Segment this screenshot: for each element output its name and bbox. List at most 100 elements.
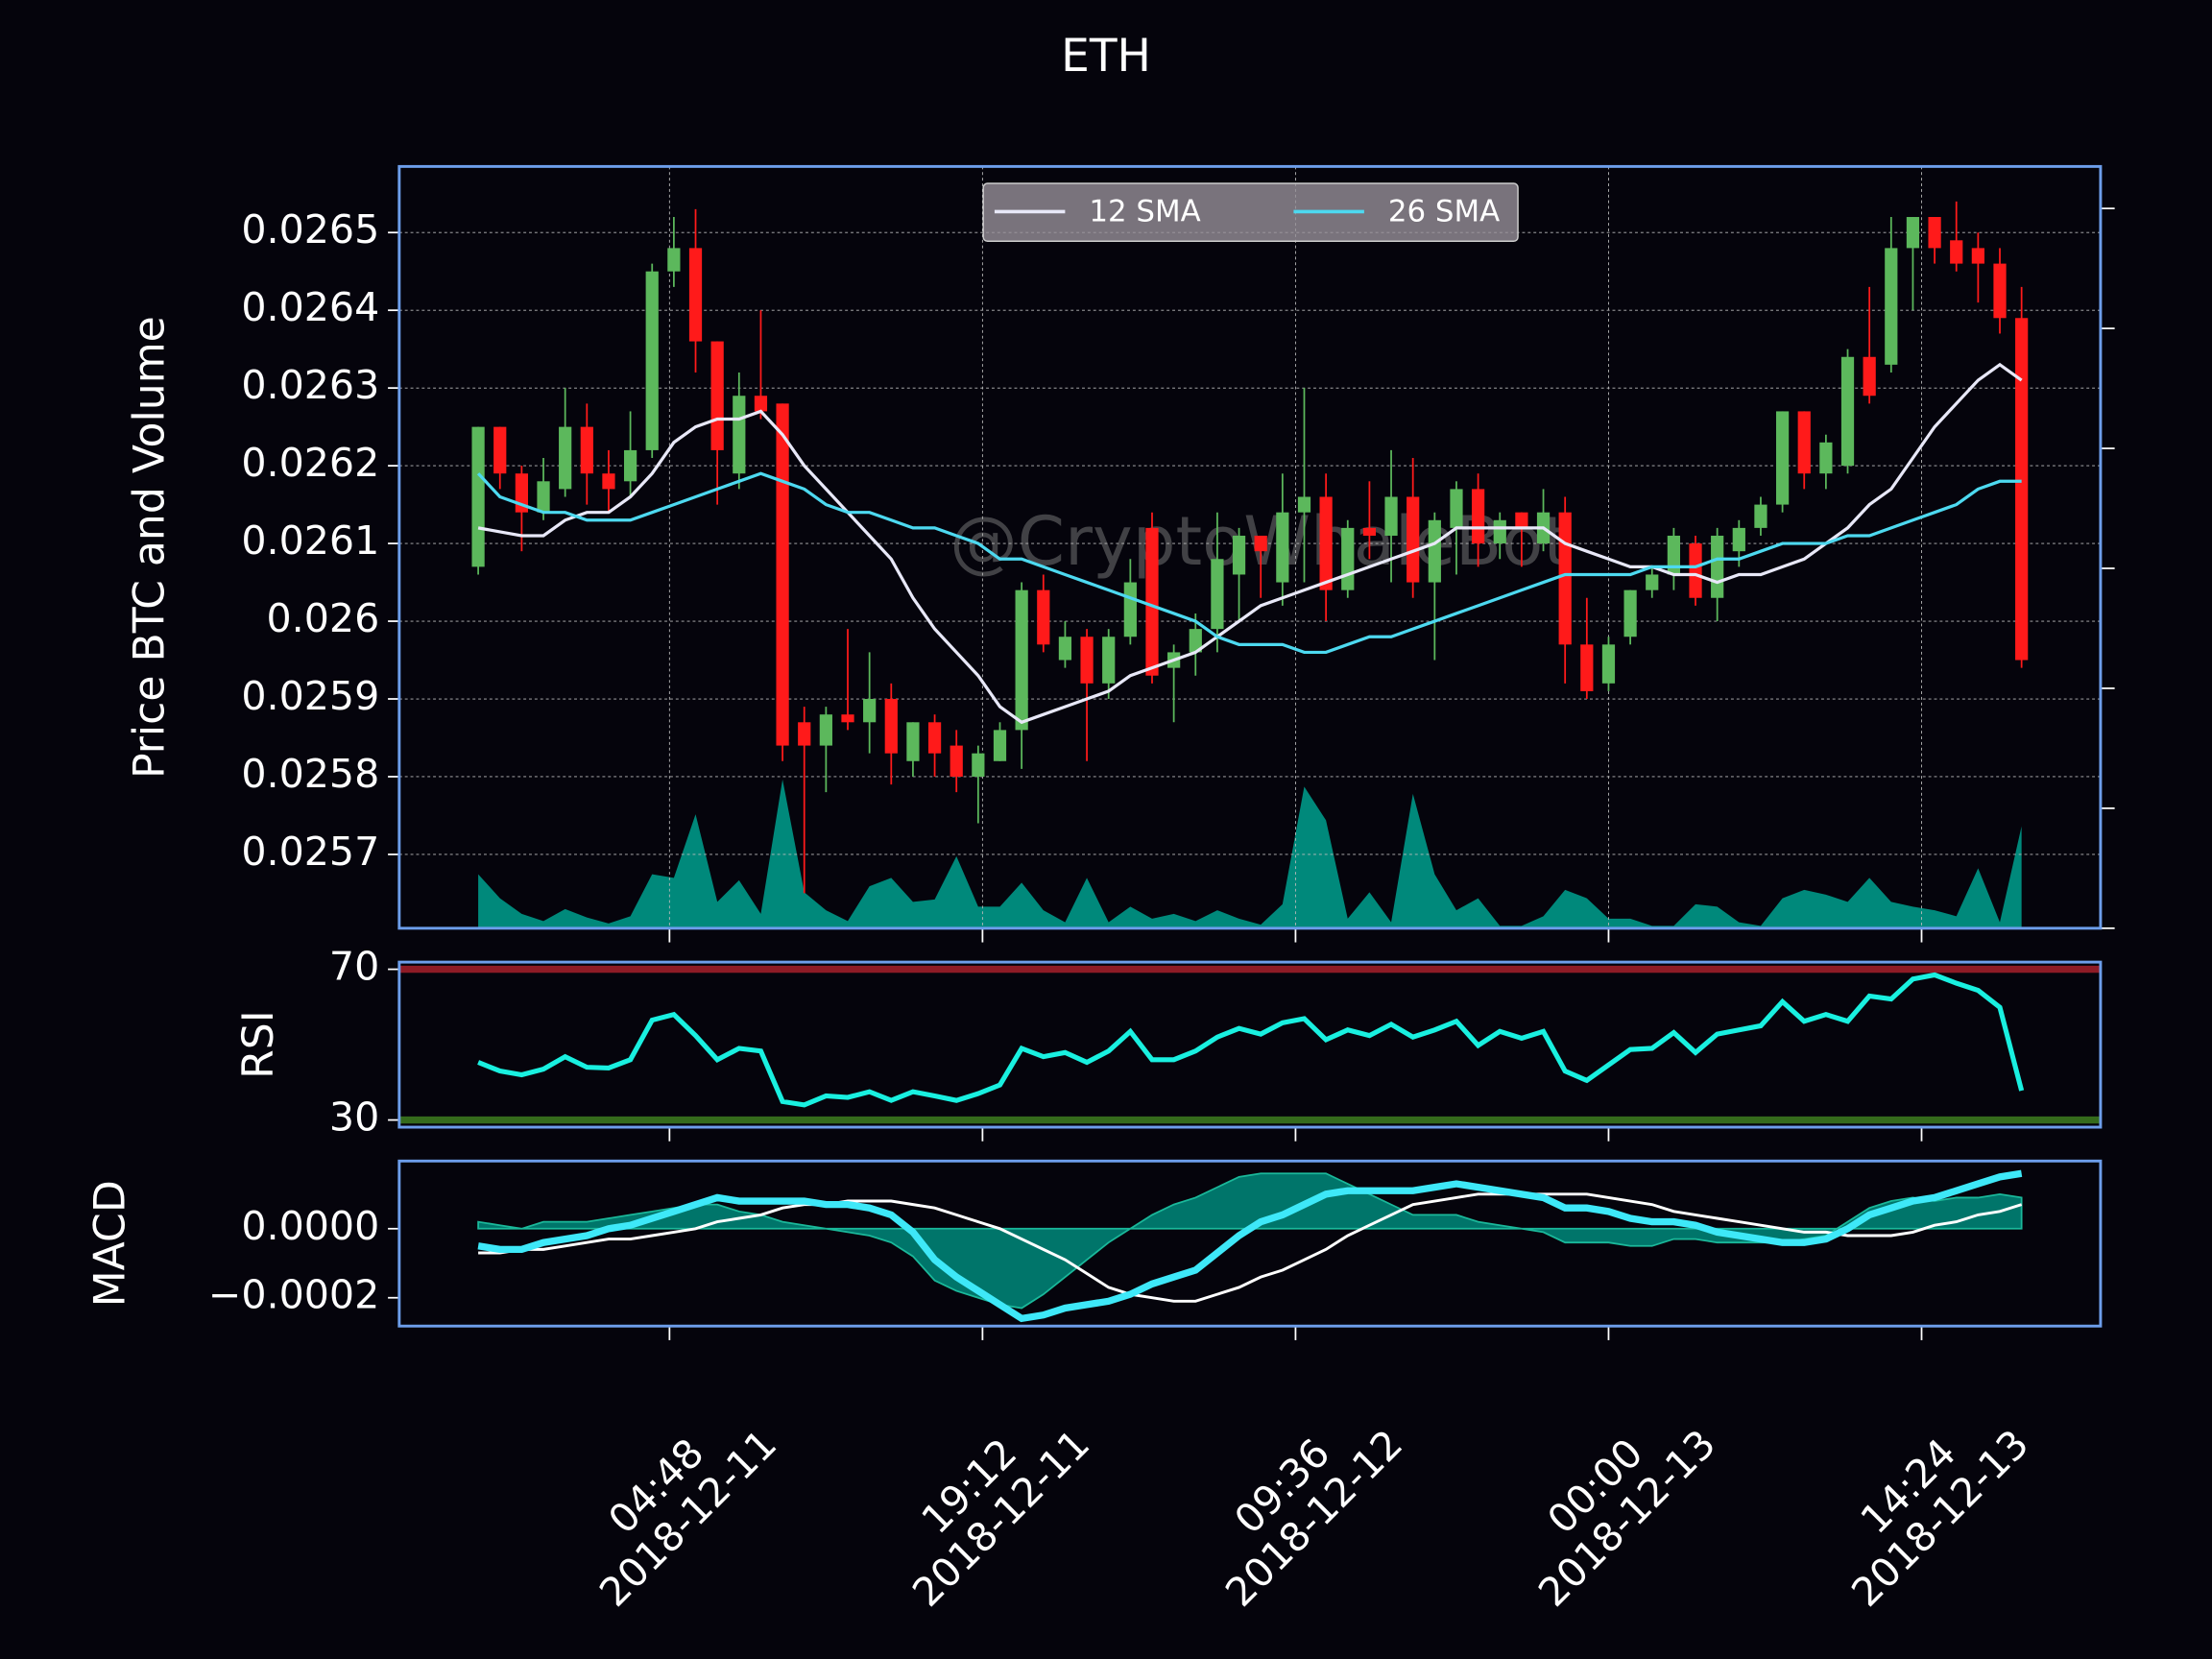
candle-body — [1384, 496, 1398, 536]
candle-body — [602, 473, 615, 490]
chart-title: ETH — [1061, 30, 1151, 83]
y-tick-label: 0.026 — [267, 595, 380, 641]
candle-body — [1015, 589, 1028, 731]
candle-body — [884, 699, 898, 754]
candle-body — [863, 699, 877, 723]
y-tick-label: 0.0263 — [241, 362, 379, 408]
candle-body — [471, 426, 485, 567]
candle-body — [580, 426, 593, 474]
candle-body — [537, 481, 550, 513]
y-tick-label: 70 — [329, 944, 379, 990]
candle-body — [1797, 411, 1811, 474]
candle-body — [1145, 527, 1159, 676]
legend-label: 12 SMA — [1089, 194, 1200, 228]
candle-body — [623, 449, 637, 482]
candle-body — [754, 396, 768, 412]
candle-body — [1601, 644, 1616, 684]
candle-body — [1189, 629, 1202, 653]
macd-line — [477, 1169, 2023, 1323]
candle-body — [1428, 519, 1441, 583]
candle-body — [1623, 589, 1637, 637]
candle-body — [688, 248, 703, 342]
axes-frame — [397, 164, 2103, 930]
y-tick-label: 0.0000 — [241, 1203, 379, 1249]
y-tick-label: 0.0261 — [241, 517, 379, 564]
volume-area — [478, 779, 2022, 928]
candle-body — [993, 730, 1007, 761]
axes-frame — [397, 1159, 2103, 1328]
candle-body — [1493, 519, 1506, 544]
candle-body — [906, 722, 920, 761]
candle-body — [1646, 574, 1659, 590]
candle-body — [2015, 318, 2029, 661]
y-tick-label: 0.0262 — [241, 440, 379, 486]
candle-body — [733, 396, 746, 474]
candle-body — [1341, 527, 1355, 590]
candle-body — [559, 426, 572, 490]
legend-box — [982, 182, 1519, 243]
candle-body — [950, 745, 963, 777]
y-tick-label: 0.0259 — [241, 673, 379, 719]
candle-body — [798, 722, 811, 746]
candle-body — [1558, 512, 1572, 645]
candle-body — [667, 248, 681, 272]
candle-body — [710, 341, 724, 450]
candle-body — [841, 714, 854, 723]
axes-frame — [397, 960, 2103, 1129]
candle-body — [1885, 248, 1898, 365]
candle-body — [1711, 535, 1724, 598]
candle-body — [1102, 637, 1116, 684]
legend-label: 26 SMA — [1388, 194, 1500, 228]
candle-body — [1689, 543, 1702, 598]
candle-body — [1993, 263, 2007, 319]
candle-body — [1580, 644, 1594, 691]
y-tick-label: 0.0258 — [241, 751, 379, 797]
candle-body — [1123, 582, 1137, 637]
candle-body — [1515, 512, 1528, 528]
candle-body — [1906, 217, 1920, 249]
candle-body — [1667, 535, 1681, 575]
y-axis-label: MACD — [86, 1180, 135, 1307]
candle-body — [645, 271, 659, 450]
y-tick-label: 0.0264 — [241, 284, 379, 330]
candle-body — [1472, 489, 1485, 544]
candle-body — [1276, 512, 1289, 583]
candle-body — [819, 714, 832, 746]
candle-body — [1080, 637, 1094, 684]
candle-body — [1950, 240, 1963, 264]
candle-body — [1319, 496, 1333, 590]
candle-body — [1211, 559, 1224, 630]
candle-body — [1754, 504, 1767, 528]
candle-body — [1362, 527, 1377, 536]
y-tick-label: 0.0265 — [241, 206, 379, 252]
candle-body — [1037, 589, 1050, 645]
y-tick-label: −0.0002 — [208, 1272, 379, 1318]
candle-body — [1971, 248, 1984, 264]
candle-body — [927, 722, 942, 754]
candle-body — [1407, 496, 1420, 583]
candle-body — [493, 426, 507, 474]
y-tick-label: 30 — [329, 1094, 379, 1141]
candle-body — [1232, 535, 1246, 575]
y-axis-label: Price BTC and Volume — [126, 316, 175, 779]
candle-body — [1732, 527, 1745, 552]
y-tick-label: 0.0257 — [241, 829, 379, 875]
candle-body — [1928, 217, 1941, 249]
candle-body — [1450, 489, 1463, 528]
rsi-line — [477, 972, 2025, 1108]
candle-body — [972, 753, 985, 777]
candle-body — [1863, 356, 1876, 397]
signal-line — [478, 1192, 2023, 1303]
candle-body — [1840, 356, 1855, 467]
candle-body — [1819, 442, 1833, 474]
candle-body — [1058, 637, 1072, 661]
candle-body — [1254, 535, 1267, 552]
candle-body — [776, 403, 789, 746]
candle-body — [1775, 411, 1790, 505]
y-axis-label: RSI — [234, 1010, 283, 1079]
sma-line — [477, 362, 2023, 725]
